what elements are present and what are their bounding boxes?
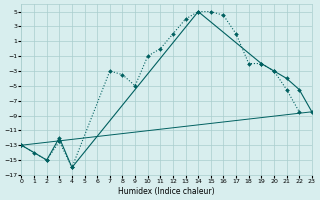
X-axis label: Humidex (Indice chaleur): Humidex (Indice chaleur) [118,187,215,196]
